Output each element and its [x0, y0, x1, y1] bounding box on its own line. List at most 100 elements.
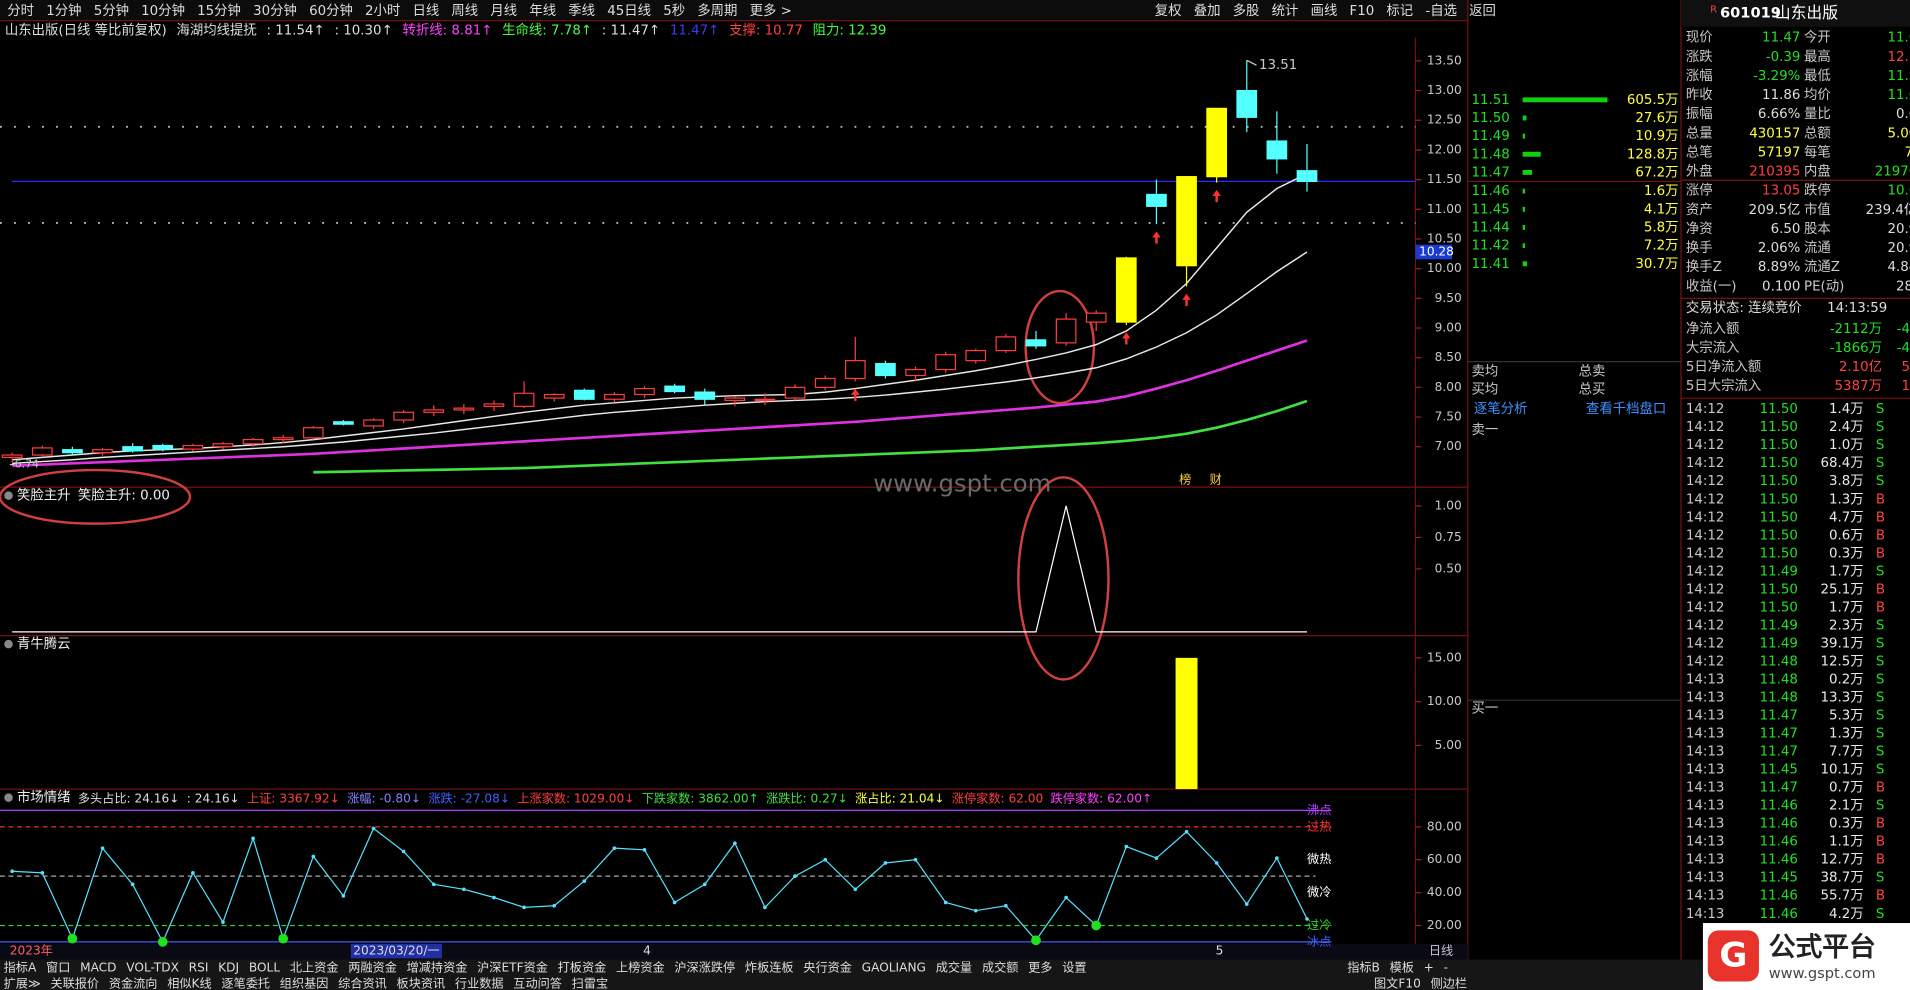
tool-button[interactable]: F10	[1350, 4, 1375, 19]
quote-label: 涨幅	[1686, 68, 1713, 84]
tab[interactable]: RSI	[189, 961, 209, 975]
flow-value: -2112万	[1830, 322, 1882, 337]
book-volume: 1.6万	[1644, 184, 1679, 199]
tab[interactable]: 央行资金	[803, 960, 852, 975]
tick-price: 11.50	[1760, 438, 1798, 453]
period-tab[interactable]: 年线	[529, 3, 556, 19]
tab[interactable]: 北上资金	[290, 960, 339, 975]
tab[interactable]: 沪深涨跌停	[674, 960, 735, 975]
tab[interactable]: MACD	[80, 961, 116, 975]
tab[interactable]: 增减持资金	[407, 960, 468, 975]
tab[interactable]: 成交量	[936, 960, 972, 975]
level-label: 过冷	[1307, 918, 1331, 932]
period-tab[interactable]: 15分钟	[197, 2, 241, 19]
tab[interactable]: 打板资金	[558, 960, 607, 975]
period-tab[interactable]: 5秒	[663, 3, 685, 19]
tab[interactable]: 上榜资金	[616, 960, 665, 975]
tool-button[interactable]: 标记	[1386, 3, 1413, 19]
tab[interactable]: 行业数据	[455, 975, 504, 990]
quote-label: 收益(一)	[1686, 278, 1737, 294]
candle-body	[543, 393, 565, 399]
tab[interactable]: 扫雷宝	[572, 976, 608, 990]
quote-value: 10.6	[1888, 184, 1910, 199]
tab[interactable]: -	[1444, 961, 1448, 975]
period-tab[interactable]: 多周期	[697, 2, 737, 19]
tick-time: 14:13	[1686, 889, 1725, 904]
point	[1214, 861, 1219, 865]
link[interactable]: 逐笔分析	[1474, 401, 1528, 417]
period-tab[interactable]: 日线	[412, 3, 439, 19]
period-tab[interactable]: 60分钟	[309, 2, 353, 19]
tick-time: 14:12	[1686, 456, 1725, 471]
candle-body	[242, 438, 264, 445]
tool-button[interactable]: 返回	[1469, 3, 1496, 19]
period-tab[interactable]: 更多 >	[750, 2, 792, 19]
period-label: 日线	[1429, 944, 1453, 958]
period-tab[interactable]: 45日线	[607, 3, 651, 19]
quote-label: 涨跌	[1686, 49, 1713, 65]
tick-volume: 1.1万	[1829, 835, 1864, 850]
tab[interactable]: 成交额	[982, 960, 1018, 975]
tab[interactable]: 综合资讯	[338, 975, 387, 990]
tool-button[interactable]: 叠加	[1194, 3, 1221, 19]
flow-extra: -4	[1897, 322, 1910, 337]
tab[interactable]: 侧边栏	[1431, 975, 1467, 990]
link[interactable]: 查看千档盘口	[1586, 400, 1666, 417]
period-tab[interactable]: 季线	[568, 3, 595, 19]
book-bar	[1522, 243, 1526, 249]
point	[431, 882, 436, 887]
tab[interactable]: KDJ	[218, 961, 239, 975]
tab[interactable]: +	[1424, 961, 1434, 975]
y-tick-label: 12.00	[1427, 142, 1462, 156]
tool-button[interactable]: 多股	[1233, 2, 1260, 19]
tick-price: 11.50	[1760, 420, 1798, 435]
tick-side: S	[1876, 420, 1885, 435]
tab[interactable]: 窗口	[46, 961, 70, 975]
y-tick-label: 40.00	[1427, 885, 1462, 899]
period-tab[interactable]: 2小时	[365, 3, 400, 19]
tab[interactable]: 炸板连板	[745, 960, 794, 975]
period-tab[interactable]: 10分钟	[141, 2, 185, 19]
tick-volume: 1.7万	[1829, 600, 1864, 615]
book-price: 11.49	[1471, 129, 1509, 144]
tab[interactable]: VOL-TDX	[126, 961, 179, 975]
period-tab[interactable]: 月线	[490, 3, 517, 19]
tab[interactable]: 逐笔委托	[221, 975, 270, 990]
quote-value: 430157	[1749, 126, 1800, 141]
tab[interactable]: 扩展≫	[4, 976, 41, 990]
point	[642, 847, 647, 852]
candle-body	[814, 377, 836, 388]
tab[interactable]: 模板	[1390, 961, 1414, 975]
point	[341, 894, 346, 898]
tick-side: S	[1876, 456, 1885, 471]
period-tab[interactable]: 周线	[451, 3, 478, 19]
period-tab[interactable]: 5分钟	[94, 2, 129, 19]
tick-time: 14:12	[1686, 582, 1725, 597]
tick-side: S	[1876, 438, 1885, 453]
candle-body	[453, 407, 475, 411]
tool-button[interactable]: 复权	[1155, 2, 1182, 19]
tab[interactable]: 组织基因	[280, 976, 329, 990]
period-tab[interactable]: 1分钟	[46, 2, 81, 19]
tab[interactable]: 板块资讯	[397, 976, 446, 990]
tab[interactable]: 资金流向	[109, 975, 158, 990]
tab[interactable]: 图文F10	[1374, 975, 1421, 990]
tool-button[interactable]: -自选	[1425, 3, 1457, 19]
period-tab[interactable]: 分时	[7, 3, 34, 19]
period-tab[interactable]: 30分钟	[253, 2, 297, 19]
tab[interactable]: 沪深ETF资金	[477, 960, 548, 975]
tab[interactable]: BOLL	[249, 961, 280, 975]
tab[interactable]: 更多	[1028, 961, 1052, 975]
tab[interactable]: 指标B	[1347, 960, 1380, 975]
book-volume: 5.8万	[1644, 220, 1679, 235]
tab[interactable]: 设置	[1062, 961, 1086, 975]
tab[interactable]: 关联报价	[50, 975, 99, 990]
tab[interactable]: 相似K线	[167, 976, 211, 990]
tab[interactable]: 互动问答	[513, 975, 562, 990]
tab[interactable]: GAOLIANG	[862, 961, 926, 975]
tool-button[interactable]: 统计	[1272, 3, 1299, 19]
tab[interactable]: 两融资金	[348, 960, 397, 975]
tool-button[interactable]: 画线	[1311, 3, 1338, 19]
tick-price: 11.46	[1760, 907, 1798, 922]
tab[interactable]: 指标A	[4, 960, 37, 975]
